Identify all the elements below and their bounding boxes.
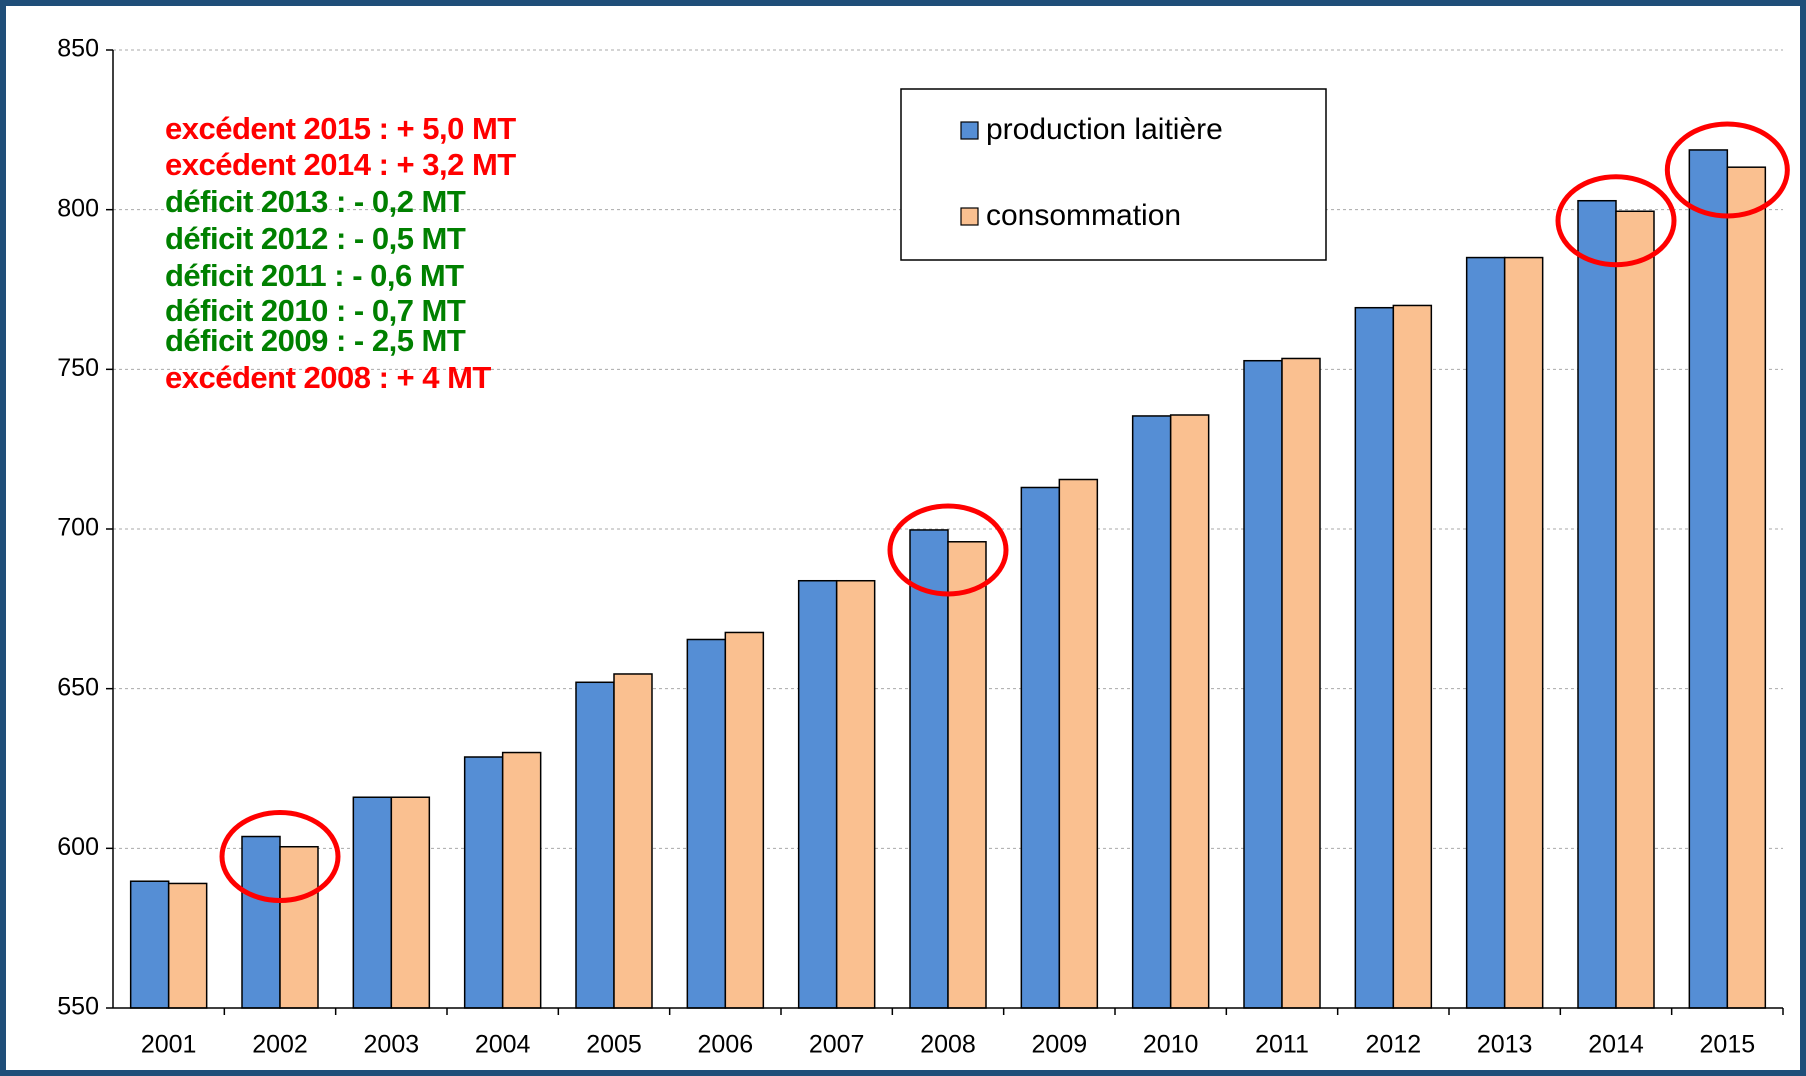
bar — [1392, 304, 1433, 1009]
x-tick-label: 2002 — [252, 1031, 308, 1059]
y-tick-label: 550 — [57, 993, 99, 1021]
bar — [1243, 359, 1283, 1009]
bar — [1131, 415, 1172, 1009]
x-tick-label: 2010 — [1143, 1031, 1199, 1059]
bar — [1354, 306, 1395, 1009]
bar — [909, 529, 949, 1009]
bar — [167, 882, 208, 1009]
x-tick-label: 2013 — [1477, 1031, 1533, 1059]
annotation: excédent 2015 : + 5,0 MT — [165, 111, 516, 146]
y-tick-label: 600 — [57, 833, 99, 861]
bar — [1169, 414, 1210, 1009]
bar — [797, 579, 838, 1009]
x-tick-label: 2005 — [586, 1031, 642, 1059]
x-tick-label: 2012 — [1366, 1031, 1422, 1059]
highlight-circle — [887, 503, 1009, 597]
annotation: déficit 2013 : - 0,2 MT — [165, 184, 466, 219]
annotation: déficit 2012 : - 0,5 MT — [165, 221, 466, 256]
bar — [1281, 357, 1321, 1009]
annotation: excédent 2008 : + 4 MT — [165, 360, 491, 395]
bar — [1615, 210, 1655, 1009]
legend — [900, 88, 1327, 261]
x-tick-label: 2015 — [1700, 1031, 1756, 1059]
x-tick-label: 2008 — [920, 1031, 976, 1059]
bar — [1465, 256, 1506, 1009]
bar — [947, 541, 987, 1009]
annotation: déficit 2011 : - 0,6 MT — [165, 258, 464, 293]
bar — [463, 756, 504, 1009]
y-tick-label: 750 — [57, 354, 99, 382]
bar — [1577, 199, 1617, 1009]
y-tick-label: 650 — [57, 673, 99, 701]
bar — [1020, 486, 1061, 1009]
x-tick-label: 2004 — [475, 1031, 531, 1059]
annotation: déficit 2010 : - 0,7 MT — [165, 293, 466, 328]
legend-swatch — [960, 121, 979, 140]
highlight-circle — [1664, 121, 1790, 219]
bar — [835, 579, 876, 1009]
bar — [686, 638, 727, 1009]
annotation: déficit 2009 : - 2,5 MT — [165, 323, 466, 358]
x-tick-label: 2007 — [809, 1031, 865, 1059]
legend-swatch — [960, 207, 979, 226]
bar — [1058, 478, 1099, 1009]
x-tick-label: 2006 — [698, 1031, 754, 1059]
bar — [613, 673, 653, 1009]
x-tick-label: 2003 — [364, 1031, 420, 1059]
y-tick-label: 800 — [57, 194, 99, 222]
x-tick-label: 2009 — [1032, 1031, 1088, 1059]
bar — [724, 631, 765, 1009]
bar — [390, 796, 431, 1009]
legend-label: production laitière — [986, 113, 1223, 146]
y-tick-label: 700 — [57, 514, 99, 542]
annotation: excédent 2014 : + 3,2 MT — [165, 147, 516, 182]
bar — [279, 845, 319, 1009]
bar — [1726, 166, 1767, 1009]
bar — [1503, 256, 1544, 1009]
bar — [129, 880, 170, 1009]
y-tick-label: 850 — [57, 35, 99, 63]
bar — [501, 751, 542, 1009]
legend-label: consommation — [986, 199, 1181, 232]
bars — [129, 149, 1767, 1009]
x-tick-label: 2011 — [1255, 1031, 1309, 1059]
x-tick-label: 2014 — [1588, 1031, 1644, 1059]
bar — [1688, 149, 1729, 1009]
highlight-circle — [1555, 174, 1677, 268]
bar — [575, 681, 615, 1009]
bar — [241, 835, 281, 1009]
bar — [352, 796, 393, 1009]
x-tick-label: 2001 — [141, 1031, 197, 1059]
highlight-circle — [219, 810, 341, 904]
